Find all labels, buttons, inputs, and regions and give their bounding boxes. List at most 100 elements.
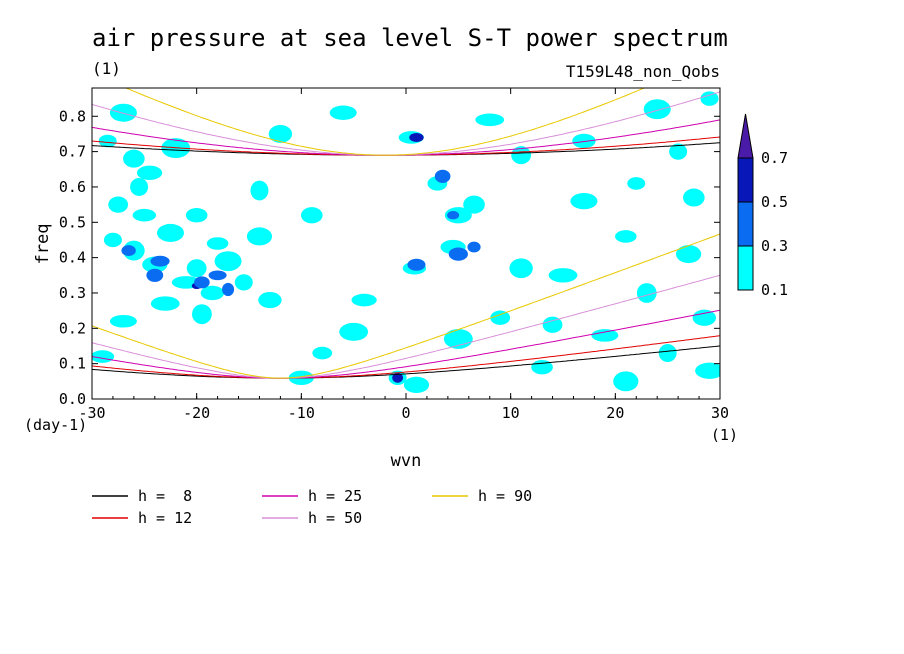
contour-blob <box>658 344 677 363</box>
legend-label: h = 50 <box>308 509 362 527</box>
dispersion-curve-kelvin <box>92 233 720 379</box>
contour-blob <box>103 232 122 248</box>
legend: h = 8 h = 12 h = 25 h = 50 h = 90 <box>92 487 532 527</box>
units-label: (1) <box>92 59 121 78</box>
y-tick-label: 0.8 <box>59 107 86 125</box>
contour-blob <box>146 268 164 282</box>
contour-blob <box>695 362 720 379</box>
x-tick-label: -20 <box>183 404 210 422</box>
contour-blob <box>130 177 149 196</box>
y-tick-label: 0.0 <box>59 390 86 408</box>
dispersion-curve-kelvin <box>92 345 720 379</box>
contour-blob <box>511 146 532 165</box>
colorbar-label: 0.5 <box>761 193 788 211</box>
contour-blob <box>692 309 716 326</box>
colorbar-label: 0.7 <box>761 149 788 167</box>
y-tick-label: 0.1 <box>59 355 86 373</box>
colorbar-segment <box>737 157 754 203</box>
y-tick-label: 0.4 <box>59 249 86 267</box>
dispersion-curve-kelvin <box>92 274 720 379</box>
dispersion-curve-gravity <box>124 88 646 156</box>
contour-blob <box>570 192 598 210</box>
contour-blob <box>258 291 282 309</box>
contour-blob <box>448 247 468 261</box>
colorbar-label: 0.1 <box>761 281 788 299</box>
contour-blob <box>108 196 129 213</box>
x-tick-label: 30 <box>711 404 729 422</box>
y-tick-label: 0.5 <box>59 213 86 231</box>
dispersion-curve-kelvin <box>92 309 720 379</box>
contour-blob <box>403 376 430 393</box>
contour-blob <box>643 99 671 120</box>
x-tick-label: 0 <box>401 404 410 422</box>
contour-blob <box>467 241 481 253</box>
y-tick-label: 0.3 <box>59 284 86 302</box>
contour-blob <box>329 105 357 120</box>
contour-blob <box>407 258 426 271</box>
contour-blob <box>636 283 657 303</box>
x-axis-label: wvn <box>391 451 422 471</box>
contour-blob <box>123 149 145 168</box>
legend-label: h = 25 <box>308 487 362 505</box>
contour-blob <box>222 282 235 297</box>
contour-blob <box>490 310 511 325</box>
contour-blob <box>208 270 227 281</box>
contour-blob <box>700 91 719 106</box>
contour-blob <box>683 188 705 207</box>
contour-blob <box>613 371 639 392</box>
contour-blob <box>351 293 377 307</box>
contour-blob <box>676 245 702 264</box>
contour-blob <box>447 211 460 220</box>
colorbar: 0.1 0.3 0.5 0.7 <box>737 113 788 299</box>
x-axis: -30 -20 -10 0 10 20 30 <box>78 88 729 422</box>
contour-blob <box>542 316 563 333</box>
chart-title: air pressure at sea level S-T power spec… <box>92 24 728 52</box>
contour-blob <box>150 296 180 311</box>
y-axis-label: freq <box>33 224 53 265</box>
contour-blob <box>136 165 163 181</box>
contour-blob <box>150 255 170 267</box>
colorbar-label: 0.3 <box>761 237 788 255</box>
contour-blob <box>121 245 136 256</box>
contour-blob <box>509 258 533 279</box>
y-tick-label: 0.7 <box>59 143 86 161</box>
contour-blob <box>157 223 184 242</box>
dispersion-curves <box>92 88 720 379</box>
contour-blob <box>463 195 485 214</box>
contour-blob <box>627 177 646 190</box>
x-tick-label: -30 <box>78 404 105 422</box>
y-axis: 0.0 0.1 0.2 0.3 0.4 0.5 0.6 0.7 0.8 <box>59 107 720 408</box>
x-tick-label: 10 <box>502 404 520 422</box>
contour-blob <box>312 346 333 360</box>
contour-blob <box>409 132 424 142</box>
contour-blob <box>548 268 578 283</box>
legend-label: h = 90 <box>478 487 532 505</box>
x-axis-units: (1) <box>711 426 738 444</box>
contour-blob <box>194 276 210 289</box>
colorbar-segment <box>737 201 754 247</box>
contour-blob <box>669 143 688 160</box>
contour-blob <box>250 180 269 201</box>
contour-blob <box>109 103 137 122</box>
contour-blob <box>301 207 323 224</box>
contour-blob <box>200 285 225 301</box>
contour-blob <box>339 322 369 341</box>
contour-blob <box>234 274 253 291</box>
contour-blob <box>591 329 619 342</box>
contour-blob <box>615 230 637 243</box>
contour-blob <box>246 227 273 246</box>
contour-blob <box>132 208 157 222</box>
contour-blob <box>475 113 505 127</box>
contour-blob <box>206 237 229 250</box>
y-tick-label: 0.2 <box>59 319 86 337</box>
contour-blob <box>192 304 212 325</box>
dispersion-curve-kelvin <box>92 335 720 379</box>
contour-blob <box>392 372 404 383</box>
contour-blob <box>98 134 117 148</box>
y-tick-label: 0.6 <box>59 178 86 196</box>
legend-label: h = 8 <box>138 487 192 505</box>
x-tick-label: -10 <box>288 404 315 422</box>
contour-blob <box>186 259 207 278</box>
legend-label: h = 12 <box>138 509 192 527</box>
